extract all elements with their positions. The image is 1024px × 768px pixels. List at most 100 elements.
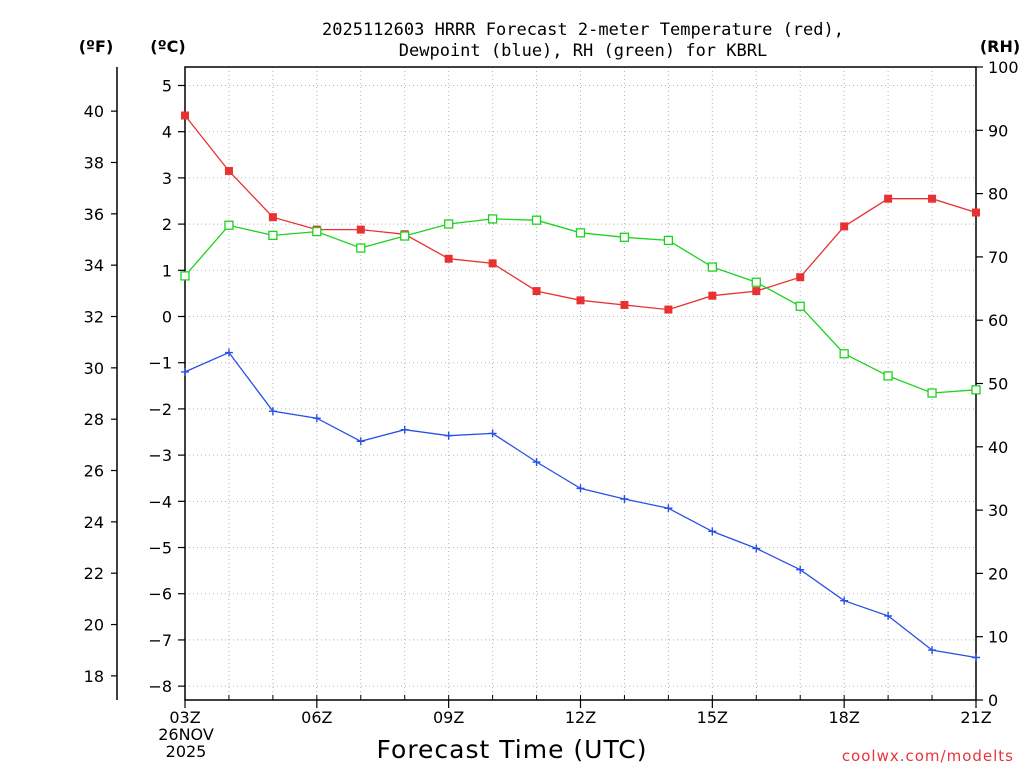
data-point — [751, 277, 761, 287]
fahrenheit-tick-label: 30 — [84, 359, 104, 378]
x-tick-label: 12Z — [565, 708, 596, 727]
data-point — [444, 254, 453, 263]
data-point — [663, 235, 674, 246]
data-point — [400, 425, 409, 434]
celsius-tick-label: 1 — [162, 261, 172, 280]
celsius-unit-label: (ºC) — [150, 37, 185, 56]
data-point — [708, 527, 717, 536]
celsius-tick-label: 3 — [162, 169, 172, 188]
data-point — [532, 458, 541, 467]
celsius-tick-label: −2 — [148, 400, 172, 419]
fahrenheit-tick-label: 40 — [84, 102, 104, 121]
grid — [185, 67, 976, 700]
data-point — [620, 495, 629, 504]
rh-tick-label: 40 — [988, 438, 1008, 457]
rh-tick-label: 30 — [988, 501, 1008, 520]
series-2-meter-temperature — [181, 111, 980, 314]
data-point — [619, 232, 630, 242]
rh-tick-label: 90 — [988, 121, 1008, 140]
fahrenheit-tick-label: 32 — [84, 308, 104, 327]
fahrenheit-tick-label: 36 — [84, 205, 104, 224]
fahrenheit-tick-label: 18 — [84, 667, 104, 686]
axis-ticks: 543210−1−2−3−4−5−6−7−8403836343230282624… — [84, 58, 1019, 727]
celsius-tick-label: −8 — [148, 677, 172, 696]
data-point — [752, 544, 761, 553]
x-axis-title: Forecast Time (UTC) — [377, 735, 648, 764]
data-point — [181, 367, 189, 376]
data-point — [884, 194, 893, 203]
data-point — [752, 287, 761, 296]
celsius-tick-label: −5 — [148, 539, 172, 558]
data-point — [488, 429, 497, 438]
data-point — [356, 243, 366, 253]
data-point — [400, 231, 410, 241]
celsius-tick-label: 2 — [162, 215, 172, 234]
credit-text: coolwx.com/modelts — [842, 747, 1014, 765]
x-tick-label: 15Z — [697, 708, 728, 727]
data-point — [708, 291, 717, 300]
series-dewpoint — [181, 348, 980, 662]
data-point — [181, 111, 189, 120]
data-point — [576, 296, 585, 305]
celsius-tick-label: 0 — [162, 308, 172, 327]
fahrenheit-tick-label: 38 — [84, 153, 104, 172]
data-point — [224, 166, 233, 175]
data-point — [312, 226, 322, 237]
celsius-tick-label: −4 — [148, 492, 172, 511]
series-rh — [180, 214, 981, 398]
data-point — [927, 388, 937, 398]
data-point — [224, 220, 234, 230]
data-point — [928, 646, 937, 655]
celsius-tick-label: 5 — [162, 76, 172, 95]
data-point — [840, 222, 849, 231]
rh-unit-label: (RH) — [980, 37, 1020, 56]
data-point — [576, 484, 585, 493]
data-point — [840, 596, 849, 605]
rh-tick-label: 70 — [988, 248, 1008, 267]
rh-tick-label: 60 — [988, 311, 1008, 330]
celsius-tick-label: 4 — [162, 123, 172, 142]
data-point — [839, 349, 849, 359]
data-point — [928, 194, 937, 203]
rh-tick-label: 10 — [988, 628, 1008, 647]
date-label-year: 2025 — [166, 742, 207, 761]
chart-title-line-1: 2025112603 HRRR Forecast 2-meter Tempera… — [322, 20, 844, 40]
fahrenheit-tick-label: 34 — [84, 256, 104, 275]
data-point — [312, 414, 321, 423]
data-point — [488, 259, 497, 268]
celsius-tick-label: −6 — [148, 585, 172, 604]
fahrenheit-tick-label: 26 — [84, 462, 104, 481]
rh-tick-label: 100 — [988, 58, 1019, 77]
celsius-tick-label: −1 — [148, 354, 172, 373]
data-point — [487, 214, 498, 224]
data-point — [971, 385, 981, 395]
fahrenheit-tick-label: 24 — [84, 513, 104, 532]
data-point — [268, 213, 277, 222]
data-point — [707, 262, 717, 272]
rh-tick-label: 50 — [988, 375, 1008, 394]
fahrenheit-tick-label: 28 — [84, 410, 104, 429]
data-point — [575, 228, 586, 238]
fahrenheit-tick-label: 22 — [84, 564, 104, 583]
data-point — [268, 230, 278, 241]
data-point — [795, 301, 805, 311]
data-point — [664, 305, 673, 314]
x-tick-label: 09Z — [433, 708, 464, 727]
rh-tick-label: 20 — [988, 564, 1008, 583]
celsius-tick-label: −3 — [148, 446, 172, 465]
series-line — [184, 218, 977, 394]
x-tick-label: 03Z — [169, 708, 200, 727]
rh-tick-label: 0 — [988, 691, 998, 710]
series-line — [184, 115, 977, 311]
data-point — [972, 208, 980, 217]
data-point — [620, 300, 629, 309]
data-point — [532, 287, 541, 296]
data-point — [531, 215, 542, 225]
data-point — [356, 225, 365, 234]
data-point — [224, 348, 233, 357]
data-point — [356, 437, 365, 446]
date-label-day: 26NOV — [158, 725, 214, 744]
data-point — [444, 431, 453, 440]
x-tick-label: 06Z — [301, 708, 332, 727]
fahrenheit-tick-label: 20 — [84, 616, 104, 635]
